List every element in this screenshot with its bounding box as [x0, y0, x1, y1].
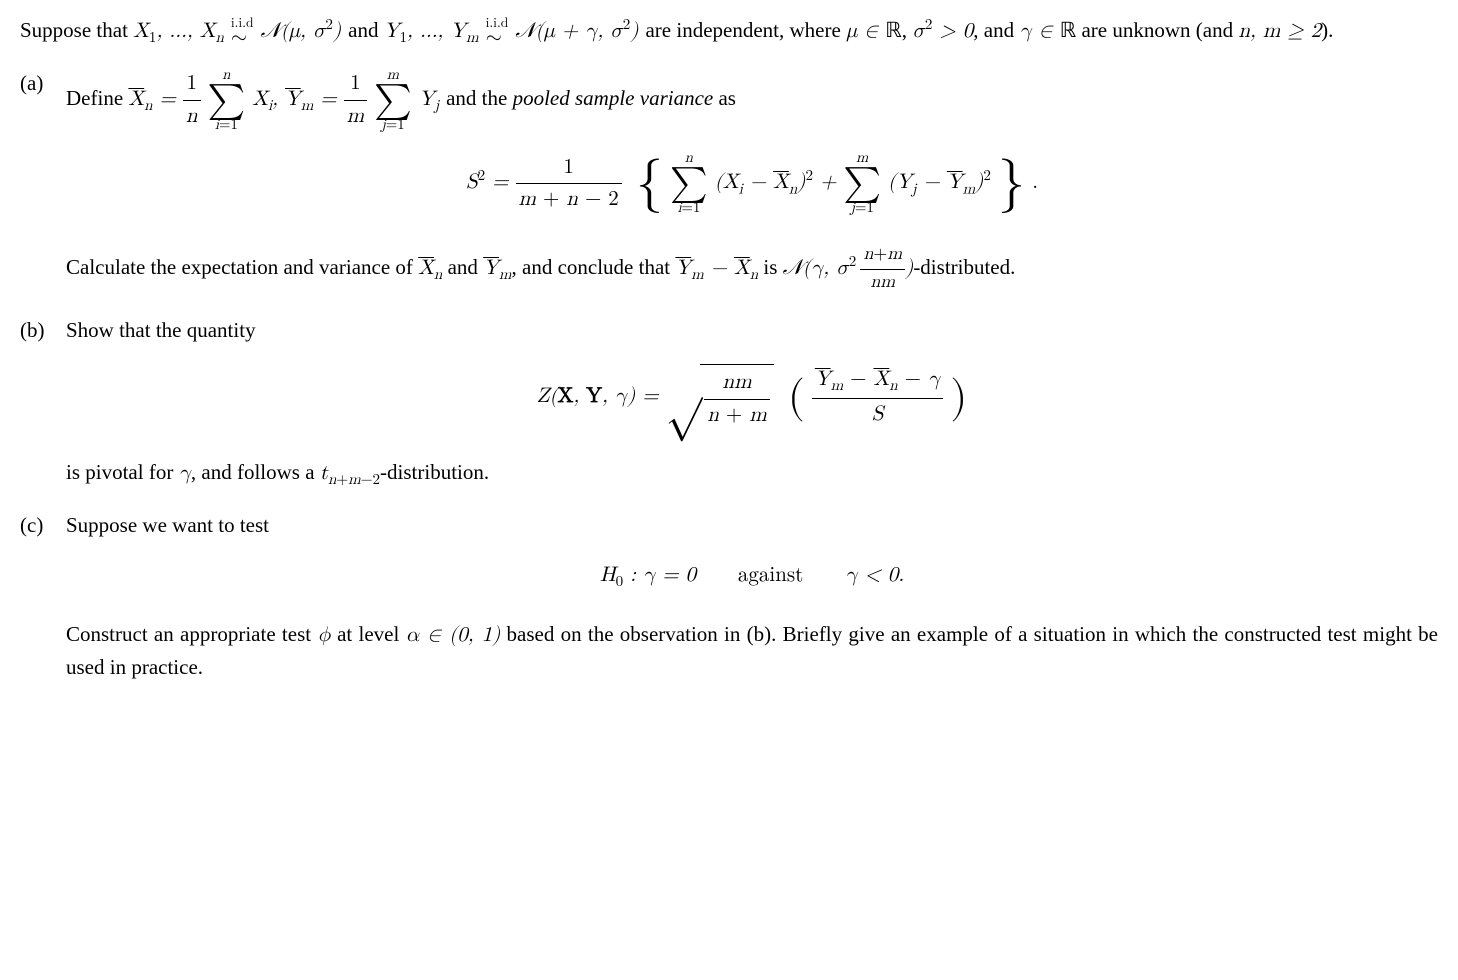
text: is [763, 255, 782, 279]
text: Construct an appropriate test [66, 622, 317, 646]
num: 1 [183, 68, 201, 101]
text: are independent, where [645, 18, 846, 42]
b-line1: Show that the quantity [66, 315, 1438, 347]
text: are unknown (and [1081, 18, 1238, 42]
text: , and conclude that [512, 255, 676, 279]
intro-paragraph: Suppose that X1, …, Xn i.i.d ∼ 𝒩(μ, σ2) … [20, 14, 1438, 50]
text: Define [66, 86, 128, 110]
math-nm: n, m ≥ 2 [1238, 21, 1321, 42]
text: Suppose that [20, 18, 133, 42]
math-x-seq: X1, …, Xn i.i.d ∼ 𝒩(μ, σ2) [133, 21, 348, 42]
c-line1: Suppose we want to test [66, 510, 1438, 542]
num: 1 [344, 68, 368, 101]
text: as [713, 86, 736, 110]
item-a: (a) Define Xn = 1n n∑i=1 Xi, Ym = 1m m∑j… [20, 68, 1438, 297]
math-gamma: γ ∈ ℝ [1019, 21, 1076, 42]
pooled-term: pooled sample variance [513, 86, 714, 110]
text: is pivotal for [66, 460, 179, 484]
num: 1 [516, 152, 622, 185]
text: at level [331, 622, 406, 646]
text: ). [1321, 18, 1333, 42]
c-para: Construct an appropriate test ϕ at level… [66, 619, 1438, 683]
tilde: ∼ [486, 29, 509, 48]
a-conclude: Calculate the expectation and variance o… [66, 242, 1438, 297]
b-line2: is pivotal for γ, and follows a tn+m−2-d… [66, 457, 1438, 492]
text: , and [973, 18, 1019, 42]
math-mu: μ ∈ ℝ [846, 21, 902, 42]
item-b: (b) Show that the quantity Z(X, Y, γ) = … [20, 315, 1438, 492]
text: and [448, 255, 484, 279]
text: , and follows a [191, 460, 320, 484]
math-sigma: σ2 > 0 [912, 21, 973, 42]
math-y-seq: Y1, …, Ym i.i.d ∼ 𝒩(μ + γ, σ2) [384, 21, 646, 42]
s2-display: S2 = 1m + n − 2 { n∑i=1 (Xi − Xn)2 + m∑j… [66, 151, 1438, 216]
item-c: (c) Suppose we want to test H0 : γ = 0 a… [20, 510, 1438, 683]
text: and [348, 18, 384, 42]
text: Calculate the expectation and variance o… [66, 255, 418, 279]
item-c-label: (c) [20, 510, 66, 683]
item-a-label: (a) [20, 68, 66, 297]
tilde: ∼ [231, 29, 254, 48]
against-word: against [738, 565, 803, 586]
a-line1: Define Xn = 1n n∑i=1 Xi, Ym = 1m m∑j=1 Y… [66, 68, 1438, 133]
item-b-label: (b) [20, 315, 66, 492]
h0-display: H0 : γ = 0 against γ < 0. [66, 560, 1438, 594]
xbar-def: Xn = 1n n∑i=1 Xi, Ym = 1m m∑j=1 Yj [128, 89, 446, 110]
text: and the [446, 86, 512, 110]
text: -distribution. [380, 460, 489, 484]
z-display: Z(X, Y, γ) = √ nmn + m ( Ym − Xn − γS ) [66, 364, 1438, 431]
